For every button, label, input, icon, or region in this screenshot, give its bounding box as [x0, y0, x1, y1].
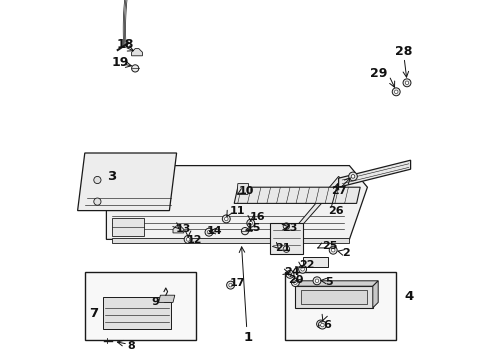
Circle shape [286, 270, 294, 278]
Polygon shape [373, 281, 378, 308]
Text: 3: 3 [107, 170, 117, 183]
Polygon shape [112, 218, 144, 236]
Circle shape [320, 323, 324, 327]
Text: 27: 27 [332, 186, 347, 196]
Polygon shape [106, 166, 368, 239]
Text: 29: 29 [370, 67, 387, 80]
Polygon shape [77, 153, 176, 211]
Text: 2: 2 [342, 248, 350, 258]
FancyBboxPatch shape [285, 272, 396, 340]
Polygon shape [132, 49, 143, 56]
Circle shape [205, 228, 213, 236]
Circle shape [292, 279, 299, 287]
Circle shape [317, 320, 324, 328]
Text: 10: 10 [239, 186, 254, 196]
Circle shape [94, 176, 101, 184]
Text: 14: 14 [206, 226, 222, 236]
Circle shape [349, 172, 357, 181]
Circle shape [224, 217, 228, 221]
Circle shape [242, 228, 248, 235]
Circle shape [301, 267, 304, 271]
Circle shape [294, 281, 297, 284]
Circle shape [186, 238, 190, 241]
Circle shape [394, 90, 398, 94]
Polygon shape [301, 290, 368, 304]
Circle shape [329, 246, 337, 254]
Polygon shape [299, 176, 342, 227]
Text: 12: 12 [187, 235, 202, 245]
Polygon shape [103, 297, 171, 329]
Polygon shape [234, 187, 360, 203]
Text: 25: 25 [321, 240, 337, 251]
Text: 11: 11 [230, 206, 245, 216]
Text: 18: 18 [117, 39, 134, 51]
Polygon shape [270, 223, 303, 254]
Text: 16: 16 [250, 212, 266, 222]
Polygon shape [237, 184, 248, 194]
Circle shape [283, 246, 290, 252]
Text: 28: 28 [395, 45, 412, 58]
Text: 15: 15 [246, 222, 262, 233]
Circle shape [318, 321, 326, 329]
Text: 17: 17 [230, 278, 245, 288]
Text: 19: 19 [112, 57, 129, 69]
Text: 8: 8 [128, 341, 135, 351]
Text: 26: 26 [328, 206, 344, 216]
Text: 9: 9 [151, 297, 159, 307]
Polygon shape [295, 286, 373, 308]
Polygon shape [295, 281, 378, 286]
Text: 13: 13 [176, 224, 191, 234]
Circle shape [249, 221, 252, 225]
Circle shape [207, 230, 211, 234]
Circle shape [227, 281, 235, 289]
Text: 7: 7 [90, 307, 98, 320]
Text: 23: 23 [282, 222, 297, 233]
Circle shape [283, 223, 290, 229]
Text: 4: 4 [404, 291, 414, 303]
Text: 5: 5 [325, 276, 333, 287]
Circle shape [403, 79, 411, 87]
Circle shape [315, 279, 319, 283]
Circle shape [247, 219, 255, 227]
Text: 20: 20 [288, 275, 303, 285]
Circle shape [351, 175, 355, 178]
Circle shape [313, 277, 321, 285]
Polygon shape [173, 226, 184, 233]
Circle shape [405, 81, 409, 85]
Circle shape [331, 248, 335, 252]
Polygon shape [303, 257, 328, 267]
Text: 21: 21 [275, 243, 291, 253]
Polygon shape [159, 295, 175, 302]
Text: 24: 24 [285, 267, 300, 277]
Text: 6: 6 [323, 320, 331, 330]
Circle shape [132, 65, 139, 72]
Circle shape [392, 88, 400, 96]
Circle shape [288, 273, 292, 276]
Circle shape [222, 215, 230, 223]
Text: 1: 1 [244, 331, 252, 344]
Polygon shape [112, 238, 349, 243]
Polygon shape [339, 160, 411, 187]
Circle shape [298, 265, 307, 273]
Circle shape [94, 198, 101, 205]
Circle shape [229, 283, 232, 287]
FancyBboxPatch shape [85, 272, 196, 340]
Circle shape [184, 235, 192, 243]
Text: 22: 22 [299, 260, 315, 270]
Circle shape [319, 322, 322, 326]
